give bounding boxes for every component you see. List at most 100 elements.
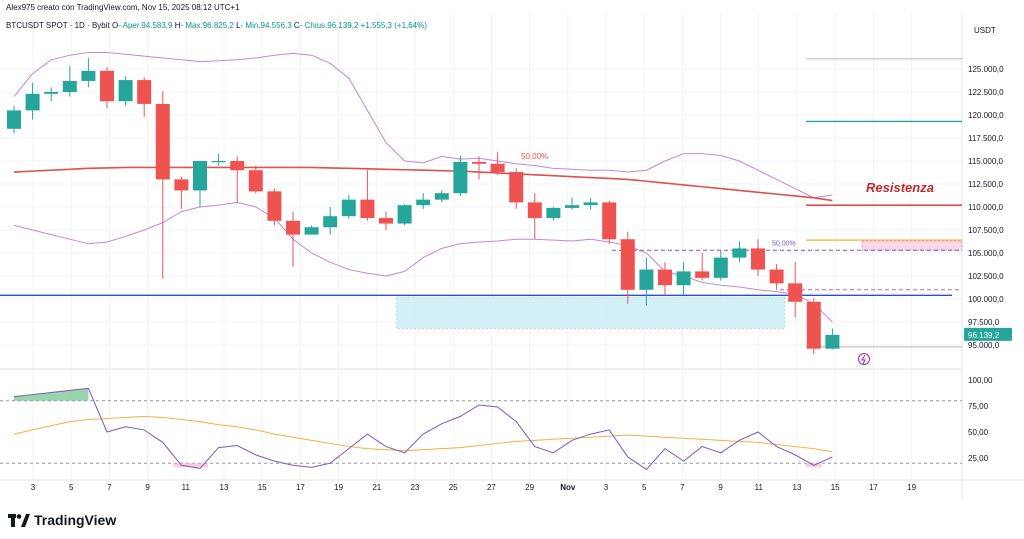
rsi-oversold-fill <box>173 463 208 468</box>
candle-body <box>416 199 431 206</box>
tradingview-brand: TradingView <box>34 512 117 528</box>
candle-body <box>7 110 21 129</box>
candle-body <box>639 269 654 290</box>
price-tick-label: 122.500,0 <box>968 88 1004 97</box>
x-tick-label: 11 <box>755 483 764 492</box>
price-tick-label: 102.500,0 <box>968 272 1004 281</box>
x-tick-label: 15 <box>258 483 267 492</box>
x-tick-label: 19 <box>907 483 916 492</box>
candle-body <box>360 199 375 219</box>
pink-zone <box>861 240 963 251</box>
x-tick-label: 17 <box>296 483 305 492</box>
price-tick-label: 117.500,0 <box>968 134 1004 143</box>
candle-body <box>211 161 226 163</box>
candle-body <box>25 93 40 111</box>
price-tick-label: 120.000,0 <box>968 111 1004 120</box>
candle-body <box>620 239 635 290</box>
x-tick-label: 13 <box>793 483 802 492</box>
demand-zone <box>396 296 786 329</box>
candle-body <box>509 172 524 203</box>
rsi-tick-label: 50,00 <box>968 428 989 437</box>
price-tick-label: 115.000,0 <box>968 157 1004 166</box>
alert-icon <box>858 353 870 365</box>
candle-body <box>341 199 356 217</box>
rsi-tick-label: 75,00 <box>968 402 989 411</box>
candle-body <box>825 334 840 349</box>
price-axis-title: USDT <box>974 26 996 35</box>
candle-body <box>155 103 170 180</box>
x-tick-label: 17 <box>869 483 878 492</box>
candle-body <box>583 202 598 206</box>
price-tick-label: 95.000,0 <box>968 341 1000 350</box>
candle-body <box>193 161 207 191</box>
candle-body <box>769 269 784 284</box>
open-value: - Aper.94.583,9 <box>118 21 173 30</box>
x-tick-label: 3 <box>604 483 609 492</box>
last-price-badge <box>964 327 1012 341</box>
last-price-label: 96.139,2 <box>968 331 1000 340</box>
x-tick-label: 29 <box>525 483 534 492</box>
candle-body <box>732 248 747 258</box>
x-tick-label: 19 <box>334 483 343 492</box>
rsi-ma-line <box>13 415 833 453</box>
x-tick-label: 9 <box>145 483 150 492</box>
candle-body <box>137 80 152 104</box>
tradingview-logo[interactable]: TradingView <box>8 512 116 528</box>
price-tick-label: 97.500,0 <box>968 318 1000 327</box>
symbol-label[interactable]: BTCUSDT SPOT · 1D · Bybit <box>6 21 110 30</box>
x-tick-label: 9 <box>718 483 723 492</box>
price-tick-label: 110.000,0 <box>968 203 1004 212</box>
x-tick-label: 23 <box>411 483 420 492</box>
candle-body <box>658 269 672 286</box>
close-label: C <box>293 21 300 30</box>
ohlc-legend: BTCUSDT SPOT · 1D · Bybit O- Aper.94.583… <box>6 21 427 30</box>
x-tick-label: 11 <box>182 483 191 492</box>
x-tick-label: 21 <box>372 483 381 492</box>
candle-body <box>602 202 617 240</box>
x-tick-label: 25 <box>449 483 458 492</box>
fib-label-2: 50,00% <box>772 241 796 248</box>
candle-body <box>713 257 728 278</box>
candle-body <box>304 227 319 235</box>
chart-credit: Alex975 creato con TradingView.com, Nov … <box>6 3 240 12</box>
high-value: - Max.96.825,2 <box>180 21 234 30</box>
candle-body <box>434 193 449 200</box>
candle-body <box>453 161 468 194</box>
x-tick-label: 7 <box>680 483 685 492</box>
candle-body <box>527 202 542 219</box>
x-tick-label: 5 <box>69 483 74 492</box>
rsi-tick-label: 25,00 <box>968 454 989 463</box>
fib-label: 50,00% <box>521 152 548 161</box>
candle-body <box>397 205 412 224</box>
candle-body <box>267 191 282 221</box>
bollinger-upper-line <box>13 51 833 199</box>
candle-body <box>118 80 133 102</box>
price-tick-label: 105.000,0 <box>968 249 1004 258</box>
candle-body <box>286 220 300 235</box>
candle-body <box>379 218 393 224</box>
candle-body <box>806 301 821 349</box>
rsi-overbought-fill <box>14 388 89 401</box>
x-tick-label: 3 <box>31 483 36 492</box>
resistance-annotation: Resistenza <box>866 180 934 195</box>
x-tick-label: 5 <box>642 483 647 492</box>
price-tick-label: 107.500,0 <box>968 226 1004 235</box>
candle-body <box>546 207 561 219</box>
price-tick-label: 112.500,0 <box>968 180 1004 189</box>
rsi-line <box>13 387 833 471</box>
tradingview-logo-icon <box>8 513 30 527</box>
x-tick-label: 7 <box>107 483 112 492</box>
moving-average-line <box>13 166 833 202</box>
lightning-icon <box>861 354 866 365</box>
x-tick-label: 27 <box>487 483 496 492</box>
candle-body <box>81 70 96 81</box>
x-tick-label: Nov <box>560 483 576 492</box>
price-tick-label: 100.000,0 <box>968 295 1004 304</box>
candle-body <box>676 271 691 286</box>
candle-body <box>100 70 114 102</box>
bollinger-lower-line <box>13 201 833 323</box>
candle-body <box>44 92 59 94</box>
candle-body <box>695 271 710 278</box>
open-label: O <box>111 21 119 30</box>
